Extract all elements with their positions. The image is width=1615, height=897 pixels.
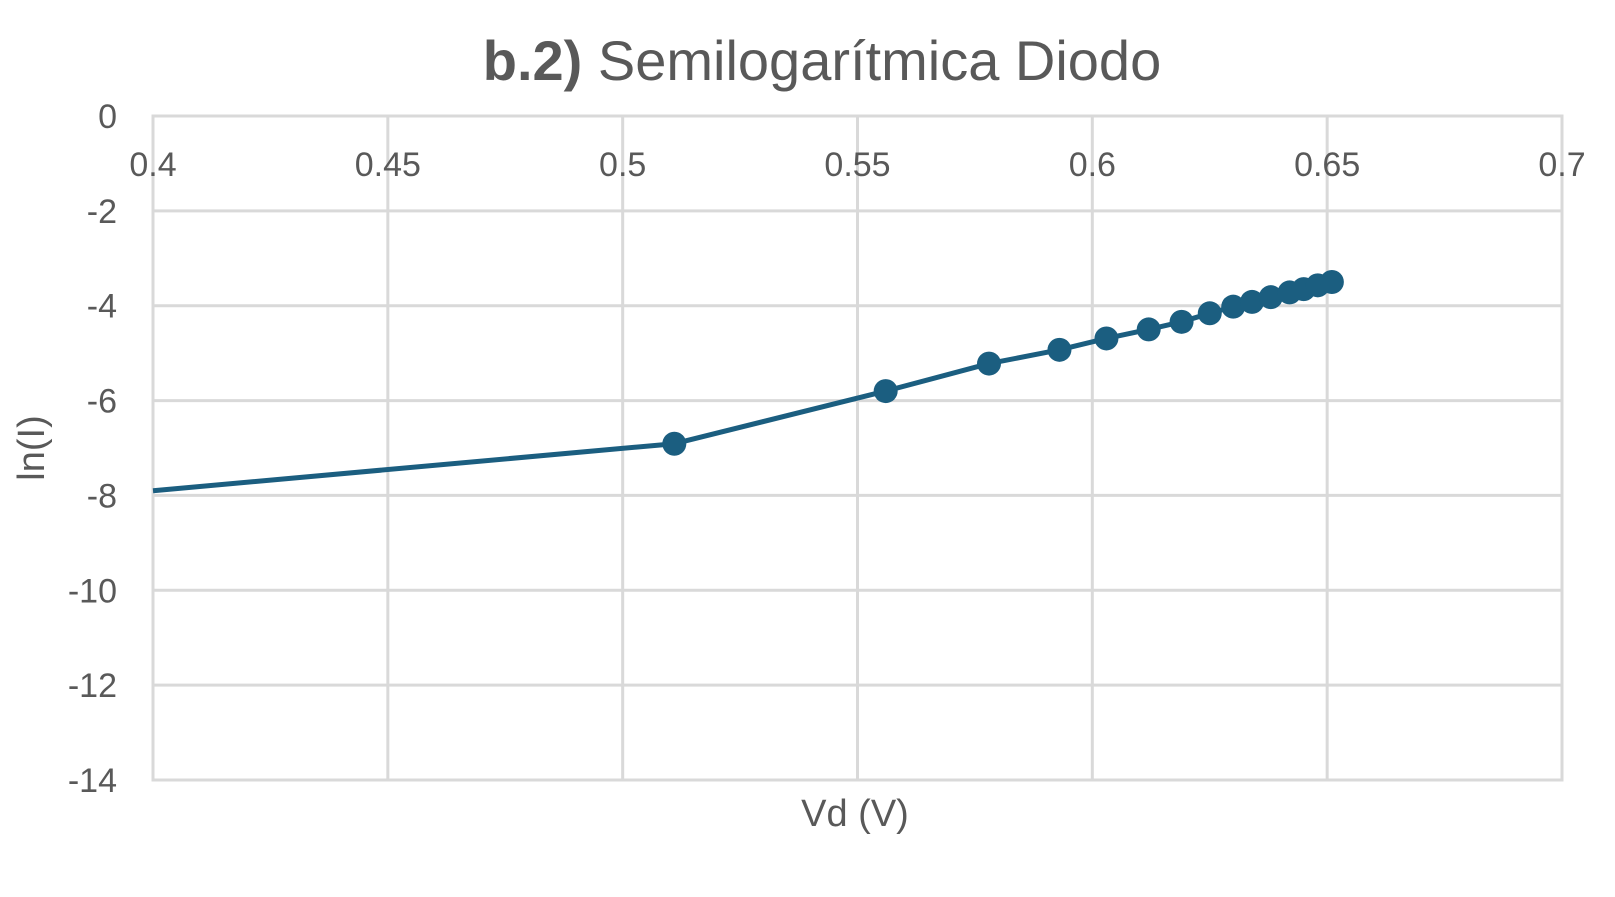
chart-title-bold: b.2) [483, 29, 583, 92]
plot-area-frame [151, 114, 1564, 782]
x-tick-label: 0.45 [355, 146, 421, 184]
y-tick-label: -8 [87, 477, 117, 515]
data-series [152, 270, 1344, 494]
data-point [1197, 301, 1222, 326]
x-tick-label: 0.7 [1538, 146, 1585, 184]
y-tick-label: -12 [68, 667, 117, 705]
data-point [1319, 270, 1344, 294]
data-point [1136, 317, 1161, 342]
y-tick-label: -2 [87, 193, 117, 231]
data-point [873, 379, 898, 404]
y-axis-title: ln(I) [11, 415, 53, 480]
chart-title-rest: Semilogarítmica Diodo [582, 29, 1161, 92]
y-axis-ticks: 0 -2 -4 -6 -8 -10 -12 -14 [68, 98, 117, 800]
data-point [1221, 294, 1246, 319]
data-point [977, 351, 1002, 376]
chart-title: b.2) Semilogarítmica Diodo [483, 29, 1161, 92]
data-point [662, 431, 687, 456]
y-tick-label: 0 [98, 98, 117, 136]
x-axis-ticks: 0.4 0.45 0.5 0.55 0.6 0.65 0.7 [129, 146, 1585, 184]
x-tick-label: 0.6 [1069, 146, 1116, 184]
x-axis-title: Vd (V) [801, 793, 909, 835]
series-line [152, 279, 1333, 494]
data-point [1240, 289, 1265, 314]
y-tick-label: -14 [68, 762, 117, 800]
data-point [1047, 337, 1072, 362]
data-point [1169, 309, 1194, 334]
y-tick-label: -6 [87, 383, 117, 421]
x-tick-label: 0.4 [129, 146, 176, 184]
grid [151, 114, 1564, 782]
x-tick-label: 0.65 [1294, 146, 1360, 184]
x-tick-label: 0.5 [599, 146, 646, 184]
y-tick-label: -4 [87, 288, 117, 326]
data-point [1094, 326, 1119, 351]
y-tick-label: -10 [68, 572, 117, 610]
x-tick-label: 0.55 [824, 146, 890, 184]
data-point [1258, 285, 1283, 310]
